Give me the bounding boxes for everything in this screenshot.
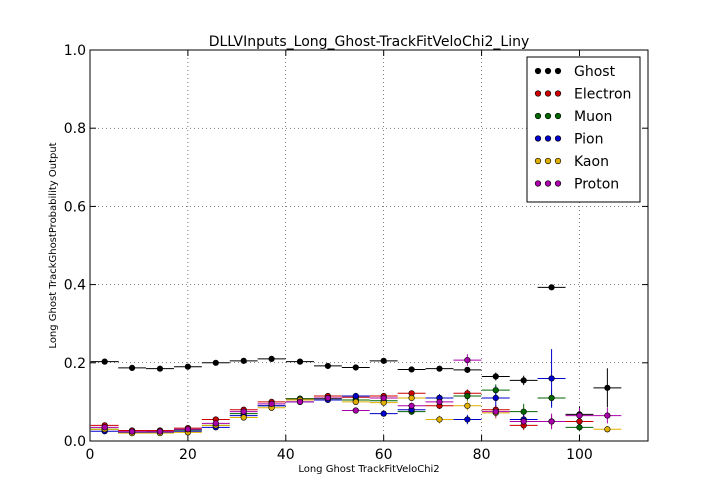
- x-tick-label: 0: [86, 447, 95, 463]
- proton-point: [296, 398, 304, 406]
- kaon-point: [604, 426, 611, 433]
- muon-point: [492, 387, 499, 394]
- chart-title: DLLVInputs_Long_Ghost-TrackFitVeloChi2_L…: [209, 34, 530, 50]
- muon-point: [520, 408, 527, 415]
- proton-point: [408, 402, 415, 409]
- kaon-point: [352, 398, 359, 406]
- muon-point: [464, 392, 471, 400]
- pion-point: [352, 392, 359, 400]
- y-tick-label: 0.2: [64, 356, 86, 372]
- legend-label-proton: Proton: [574, 177, 619, 193]
- legend-marker-kaon: [544, 157, 552, 165]
- legend-marker-proton: [534, 180, 542, 187]
- legend-marker-proton: [554, 180, 562, 187]
- axis-ticks: 0 20 40 60 80 100 0.0 0.2 0.4 0.6 0.8 1.0: [64, 43, 648, 463]
- legend-marker-muon: [544, 112, 552, 120]
- proton-point: [492, 408, 499, 415]
- ghost-point: [268, 355, 275, 362]
- electron-point: [576, 418, 583, 425]
- kaon-point: [436, 416, 443, 423]
- y-tick-label: 0.4: [64, 278, 86, 294]
- x-tick-label: 100: [566, 447, 593, 463]
- legend-marker-electron: [544, 90, 552, 97]
- proton-point: [352, 407, 359, 414]
- x-tick-label: 60: [375, 447, 393, 463]
- legend-label-electron: Electron: [574, 87, 631, 103]
- legend-marker-kaon: [554, 157, 562, 165]
- muon-point: [576, 424, 583, 431]
- ghost-point: [408, 366, 415, 373]
- ghost-point: [352, 364, 359, 371]
- legend-marker-ghost: [534, 67, 542, 75]
- x-tick-label: 80: [473, 447, 491, 463]
- legend-marker-muon: [554, 112, 562, 120]
- legend-marker-ghost: [544, 67, 552, 75]
- proton-point: [548, 418, 555, 425]
- y-tick-label: 0.6: [64, 199, 86, 215]
- x-tick-label: 20: [179, 447, 197, 463]
- legend-box: [526, 56, 641, 203]
- proton-point: [436, 398, 443, 406]
- proton-point: [240, 408, 247, 415]
- ghost-point: [492, 373, 499, 380]
- legend-marker-pion: [544, 135, 552, 142]
- kaon-point: [240, 414, 247, 421]
- ghost-point: [212, 359, 219, 366]
- proton-point: [324, 394, 331, 402]
- proton-point: [212, 420, 219, 427]
- ghost-point: [324, 362, 331, 370]
- x-axis-label: Long Ghost TrackFitVeloChi2: [298, 464, 439, 475]
- proton-point: [268, 400, 275, 407]
- legend: Ghost Electron Muon Pion Kaon Proton: [526, 56, 641, 203]
- ghost-point: [548, 284, 555, 291]
- ghost-point: [296, 358, 304, 365]
- data-points: [101, 284, 611, 437]
- legend-marker-kaon: [534, 157, 542, 165]
- y-axis-label: Long Ghost TrackGhostProbability Output: [48, 142, 59, 348]
- ghost-point: [156, 365, 164, 372]
- proton-point: [380, 394, 387, 402]
- proton-point: [128, 428, 136, 435]
- legend-label-pion: Pion: [574, 132, 603, 148]
- y-tick-label: 1.0: [64, 43, 86, 59]
- proton-point: [101, 424, 108, 431]
- ghost-point: [436, 365, 443, 372]
- plot-frame: [89, 49, 649, 442]
- proton-point: [520, 418, 527, 425]
- ghost-point: [184, 363, 191, 370]
- proton-point: [464, 356, 471, 364]
- legend-marker-proton: [544, 180, 552, 187]
- ghost-point: [604, 384, 611, 391]
- proton-point: [576, 412, 583, 419]
- legend-marker-pion: [534, 135, 542, 142]
- kaon-point: [464, 402, 471, 409]
- legend-label-kaon: Kaon: [574, 154, 609, 170]
- ghost-point: [520, 377, 527, 384]
- pion-point: [492, 394, 499, 402]
- legend-label-muon: Muon: [574, 109, 612, 125]
- legend-marker-electron: [534, 90, 542, 97]
- proton-point: [604, 412, 611, 419]
- ghost-point: [240, 357, 247, 364]
- pion-point: [464, 416, 471, 423]
- ghost-point: [101, 358, 108, 365]
- pion-point: [380, 410, 387, 417]
- y-tick-label: 0.8: [64, 121, 86, 137]
- legend-label-ghost: Ghost: [574, 64, 616, 80]
- ghost-point: [128, 364, 136, 371]
- muon-point: [548, 394, 555, 402]
- legend-marker-ghost: [554, 67, 562, 75]
- y-tick-label: 0.0: [64, 434, 86, 450]
- ghost-point: [464, 366, 471, 373]
- proton-point: [184, 426, 191, 433]
- ghost-point: [380, 357, 387, 364]
- legend-marker-pion: [554, 135, 562, 142]
- legend-marker-muon: [534, 112, 542, 120]
- kaon-point: [408, 394, 415, 402]
- x-tick-label: 40: [277, 447, 295, 463]
- proton-point: [156, 428, 164, 435]
- legend-marker-electron: [554, 90, 562, 97]
- pion-point: [548, 375, 555, 382]
